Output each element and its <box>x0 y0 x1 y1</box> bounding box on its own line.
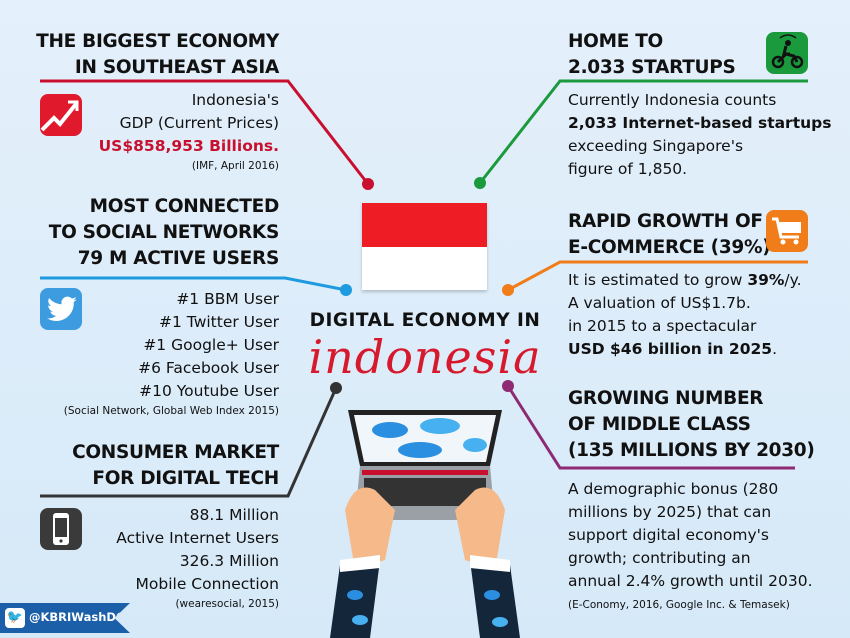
source: (IMF, April 2016) <box>191 160 279 172</box>
list-item: #1 Twitter User <box>159 313 279 331</box>
twitter-bird-icon <box>40 288 82 330</box>
title-indonesia-logo: indonesia <box>308 330 542 384</box>
period: . <box>772 340 778 358</box>
body-text: It is estimated to grow <box>568 271 748 289</box>
social-heading: MOST CONNECTED TO SOCIAL NETWORKS 79 M A… <box>48 194 280 272</box>
motorbike-rider-icon <box>766 32 808 74</box>
body-line: figure of 1,850. <box>568 160 688 178</box>
heading-line: GROWING NUMBER <box>568 388 764 409</box>
heading-line: RAPID GROWTH OF <box>568 211 763 232</box>
heading-line: E-COMMERCE (39%) <box>568 237 771 258</box>
twitter-handle-badge[interactable]: 🐦 @KBRIWashDC <box>0 603 130 633</box>
indonesia-flag <box>362 203 487 290</box>
social-connector <box>40 276 347 292</box>
growth-rate: 39% <box>747 271 785 289</box>
body-line: Currently Indonesia counts <box>568 91 777 109</box>
consumer-dot <box>330 382 342 394</box>
middle-connector <box>506 385 795 470</box>
ecommerce-connector <box>507 260 808 292</box>
heading-line: OF MIDDLE CLASS <box>568 414 751 435</box>
body-line: growth; contributing an <box>568 549 751 567</box>
startups-heading: HOME TO 2.033 STARTUPS <box>568 29 736 81</box>
startups-body: Currently Indonesia counts 2,033 Interne… <box>568 89 831 181</box>
startups-connector <box>478 79 808 184</box>
body-line: millions by 2025) that can <box>568 503 772 521</box>
body-line: GDP (Current Prices) <box>119 114 279 132</box>
gdp-value: US$858,953 Billions. <box>98 137 279 155</box>
social-list: #1 BBM User #1 Twitter User #1 Google+ U… <box>64 288 279 419</box>
body-line: Active Internet Users <box>116 529 279 547</box>
body-line: Indonesia's <box>191 91 279 109</box>
economy-body: Indonesia's GDP (Current Prices) US$858,… <box>99 89 279 174</box>
middle-class-heading: GROWING NUMBER OF MIDDLE CLASS (135 MILL… <box>568 386 815 464</box>
list-item: #1 Google+ User <box>143 336 279 354</box>
smartphone-icon <box>40 508 82 550</box>
middle-dot <box>502 380 514 392</box>
heading-line: TO SOCIAL NETWORKS <box>48 222 280 243</box>
list-item: #1 BBM User <box>176 290 279 308</box>
heading-line: THE BIGGEST ECONOMY <box>36 31 279 52</box>
ecommerce-body: It is estimated to grow 39%/y. A valuati… <box>568 269 802 361</box>
title-line-1: DIGITAL ECONOMY IN <box>309 310 541 331</box>
heading-line: (135 MILLIONS BY 2030) <box>568 440 815 461</box>
list-item: #10 Youtube User <box>139 382 279 400</box>
body-line-bold: 2,033 Internet-based startups <box>568 114 832 132</box>
consumer-connector <box>40 387 338 498</box>
body-line: Mobile Connection <box>135 575 279 593</box>
heading-line: CONSUMER MARKET <box>72 442 279 463</box>
consumer-body: 88.1 Million Active Internet Users 326.3… <box>116 504 279 612</box>
economy-connector <box>40 79 370 185</box>
left-hand <box>345 487 395 570</box>
body-line: A demographic bonus (280 <box>568 480 779 498</box>
body-line: A valuation of US$1.7b. <box>568 294 751 312</box>
body-line: in 2015 to a spectacular <box>568 317 757 335</box>
middle-class-body: A demographic bonus (280 millions by 202… <box>568 478 813 613</box>
shopping-cart-icon <box>766 210 808 252</box>
heading-line: 2.033 STARTUPS <box>568 57 736 78</box>
heading-line: HOME TO <box>568 31 663 52</box>
right-hand <box>455 487 505 570</box>
heading-line: 79 M ACTIVE USERS <box>77 248 280 269</box>
heading-line: MOST CONNECTED <box>89 196 280 217</box>
list-item: #6 Facebook User <box>138 359 279 377</box>
heading-line: IN SOUTHEAST ASIA <box>74 57 279 78</box>
body-line: annual 2.4% growth until 2030. <box>568 572 813 590</box>
source: (Social Network, Global Web Index 2015) <box>63 405 279 417</box>
body-text: /y. <box>784 271 802 289</box>
economy-dot <box>362 178 374 190</box>
ecommerce-dot <box>502 284 514 296</box>
body-line: 88.1 Million <box>189 506 279 524</box>
startups-dot <box>474 177 486 189</box>
valuation-2025: USD $46 billion in 2025 <box>568 340 773 358</box>
ecommerce-heading: RAPID GROWTH OF E-COMMERCE (39%) <box>568 209 771 261</box>
source: (E-Conomy, 2016, Google Inc. & Temasek) <box>568 599 790 611</box>
body-line: exceeding Singapore's <box>568 137 744 155</box>
economy-heading: THE BIGGEST ECONOMY IN SOUTHEAST ASIA <box>36 29 279 81</box>
consumer-heading: CONSUMER MARKET FOR DIGITAL TECH <box>72 440 279 492</box>
laptop-hands-illustration <box>330 410 520 638</box>
body-line: 326.3 Million <box>179 552 279 570</box>
social-dot <box>340 284 352 296</box>
heading-line: FOR DIGITAL TECH <box>92 468 279 489</box>
twitter-bird-icon: 🐦 <box>5 608 25 628</box>
body-line: support digital economy's <box>568 526 769 544</box>
twitter-handle: @KBRIWashDC <box>29 610 125 624</box>
source: (wearesocial, 2015) <box>175 598 279 610</box>
trend-chart-icon <box>40 94 82 136</box>
